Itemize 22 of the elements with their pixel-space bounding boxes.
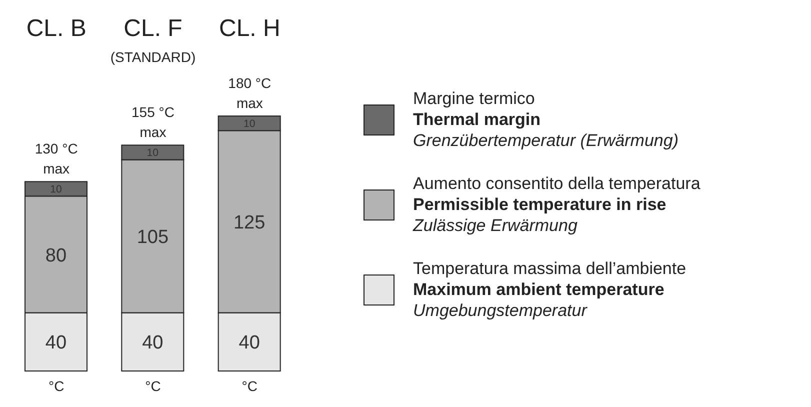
data-label: 10: [146, 147, 159, 160]
annotation: °C: [145, 378, 161, 394]
annotation: 180 °C max: [228, 75, 272, 111]
data-label: 10: [50, 184, 62, 196]
x-tick-label: CL. H: [218, 15, 280, 42]
x-tick-label: CL. B: [26, 15, 86, 42]
x-tick-label: CL. F: [124, 15, 182, 42]
annotation: °C: [48, 378, 64, 394]
data-label: 40: [238, 332, 260, 354]
annotation: 130 °C max: [34, 140, 78, 177]
legend-label: Margine termico Thermal margin Grenzübertemperatur (Erwärmung): [413, 88, 678, 151]
data-label: 80: [45, 245, 67, 266]
legend-label: Aumento consentito della temperatura Permissible temperature in rise Zulässige Erwärmung: [413, 173, 700, 236]
text: (STANDARD): [110, 49, 196, 65]
data-label: 10: [243, 118, 256, 130]
data-label: 40: [142, 332, 164, 354]
data-label: 105: [136, 227, 169, 248]
data-label: 125: [233, 212, 266, 234]
annotation: °C: [242, 378, 258, 394]
data-label: 40: [45, 332, 67, 354]
annotation: 155 °C max: [132, 104, 174, 140]
legend-label: Temperatura massima dell’ambiente Maximum ambient temperature Umgebungstemperatur: [413, 258, 686, 321]
